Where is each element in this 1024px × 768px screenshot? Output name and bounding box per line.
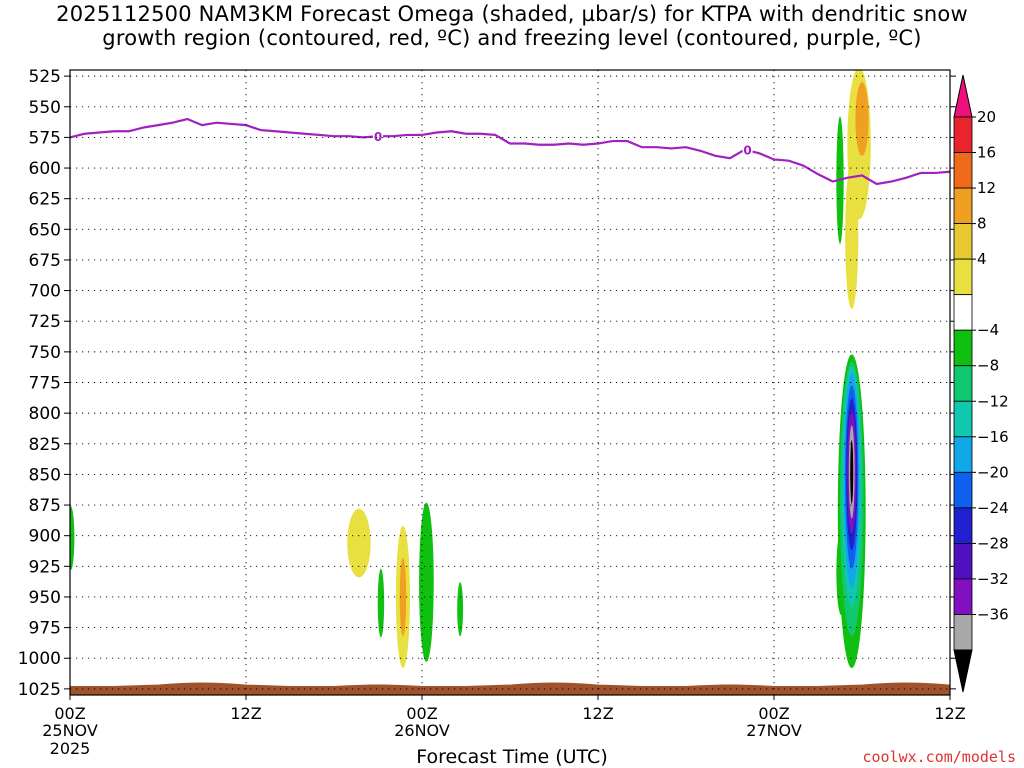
surface-terrain: [70, 682, 950, 695]
omega-blob: [347, 508, 371, 578]
colorbar-segment: [953, 400, 973, 438]
y-tick-label: 825: [29, 435, 61, 455]
freezing-level-label: 0: [374, 130, 382, 144]
colorbar-segment: [953, 116, 973, 153]
omega-blob: [399, 557, 407, 637]
x-axis-title: Forecast Time (UTC): [416, 746, 608, 768]
y-tick-label: 650: [29, 220, 61, 240]
colorbar-label: 4: [977, 250, 987, 268]
colorbar-segment: [953, 365, 973, 402]
chart-title-line1: 2025112500 NAM3KM Forecast Omega (shaded…: [56, 2, 968, 26]
freezing-level-label-bg: [373, 129, 383, 143]
colorbar-label: −36: [977, 605, 1009, 623]
colorbar-top-arrow: [953, 74, 973, 118]
y-tick-label: 575: [29, 128, 61, 148]
omega-blob: [70, 506, 75, 570]
y-tick-label: 800: [29, 404, 61, 424]
colorbar-label: −16: [977, 428, 1009, 446]
y-tick-label: 1000: [18, 649, 61, 669]
x-tick-label: 00Z: [54, 704, 85, 723]
y-tick-label: 850: [29, 465, 61, 485]
colorbar-segment: [953, 329, 973, 367]
y-tick-label: 550: [29, 98, 61, 118]
colorbar-segment: [953, 543, 973, 580]
y-tick-label: 525: [29, 67, 61, 87]
omega-blob: [377, 568, 385, 638]
y-tick-label: 725: [29, 312, 61, 332]
colorbar-label: −12: [977, 392, 1009, 410]
colorbar-label: 12: [977, 179, 996, 197]
y-tick-label: 675: [29, 251, 61, 271]
colorbar-label: 8: [977, 215, 987, 233]
colorbar-label: −32: [977, 570, 1009, 588]
colorbar-segment: [953, 507, 973, 544]
colorbar-segment: [953, 578, 973, 615]
x-tick-label: 12Z: [934, 704, 965, 723]
colorbar-bottom-arrow: [953, 649, 973, 693]
y-tick-label: 750: [29, 343, 61, 363]
y-tick-label: 975: [29, 619, 61, 639]
y-tick-label: 600: [29, 159, 61, 179]
x-tick-label: 00Z: [406, 704, 437, 723]
colorbar-segment: [953, 471, 973, 509]
freezing-level-label: 0: [743, 144, 751, 158]
colorbar-segment: [953, 436, 973, 473]
colorbar-segment: [953, 614, 973, 651]
freezing-level-line: [70, 117, 950, 186]
colorbar-label: −24: [977, 499, 1009, 517]
colorbar-segment: [953, 258, 973, 296]
x-tick-label: 12Z: [230, 704, 261, 723]
colorbar-label: 20: [977, 108, 996, 126]
y-tick-label: 1025: [18, 680, 61, 700]
watermark: coolwx.com/models: [862, 748, 1016, 766]
colorbar-label: −8: [977, 357, 999, 375]
omega-blob: [850, 440, 854, 504]
colorbar-segment: [953, 187, 973, 224]
x-tick-label: 12Z: [582, 704, 613, 723]
omega-blob: [419, 502, 434, 662]
colorbar-segment: [953, 294, 973, 331]
omega-blob: [855, 82, 869, 156]
chart-title-line2: growth region (contoured, red, ºC) and f…: [102, 26, 922, 50]
y-tick-label: 875: [29, 496, 61, 516]
omega-blob: [457, 582, 464, 637]
freezing-level-label-bg: [742, 142, 753, 156]
y-tick-label: 900: [29, 527, 61, 547]
x-tick-date-label: 26NOV: [394, 721, 450, 740]
colorbar-segment: [953, 152, 973, 189]
y-tick-label: 950: [29, 588, 61, 608]
colorbar-segment: [953, 223, 973, 260]
x-tick-date-label: 27NOV: [746, 721, 802, 740]
x-tick-label: 00Z: [758, 704, 789, 723]
colorbar-label: −4: [977, 321, 999, 339]
y-tick-label: 775: [29, 374, 61, 394]
colorbar-label: 16: [977, 144, 996, 162]
x-tick-year-label: 2025: [50, 739, 91, 758]
colorbar-label: −20: [977, 463, 1009, 481]
y-tick-label: 925: [29, 557, 61, 577]
x-tick-date-label: 25NOV: [42, 721, 98, 740]
colorbar-label: −28: [977, 534, 1009, 552]
y-tick-label: 700: [29, 282, 61, 302]
y-tick-label: 625: [29, 190, 61, 210]
